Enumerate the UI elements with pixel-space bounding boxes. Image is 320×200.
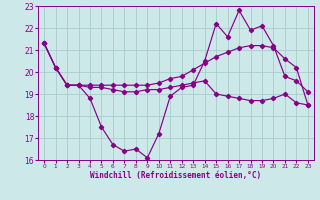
X-axis label: Windchill (Refroidissement éolien,°C): Windchill (Refroidissement éolien,°C) — [91, 171, 261, 180]
